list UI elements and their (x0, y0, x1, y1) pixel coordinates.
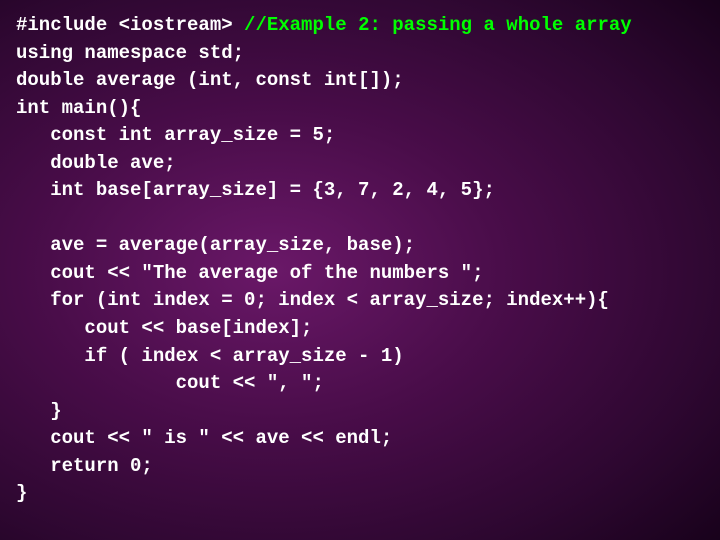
code-comment: //Example 2: passing a whole array (244, 14, 632, 36)
code-line: #include <iostream> (16, 14, 244, 36)
code-line: } (16, 482, 27, 504)
code-block: #include <iostream> //Example 2: passing… (16, 12, 704, 508)
code-line: } (16, 400, 62, 422)
code-line: cout << base[index]; (16, 317, 312, 339)
code-line: ave = average(array_size, base); (16, 234, 415, 256)
code-line: cout << ", "; (16, 372, 324, 394)
code-line: int main(){ (16, 97, 141, 119)
code-line: const int array_size = 5; (16, 124, 335, 146)
code-line: using namespace std; (16, 42, 244, 64)
code-line: return 0; (16, 455, 153, 477)
code-line: if ( index < array_size - 1) (16, 345, 404, 367)
code-line: cout << "The average of the numbers "; (16, 262, 483, 284)
code-line: for (int index = 0; index < array_size; … (16, 289, 609, 311)
code-line: cout << " is " << ave << endl; (16, 427, 392, 449)
code-line: int base[array_size] = {3, 7, 2, 4, 5}; (16, 179, 495, 201)
code-line: double ave; (16, 152, 176, 174)
code-line: double average (int, const int[]); (16, 69, 404, 91)
